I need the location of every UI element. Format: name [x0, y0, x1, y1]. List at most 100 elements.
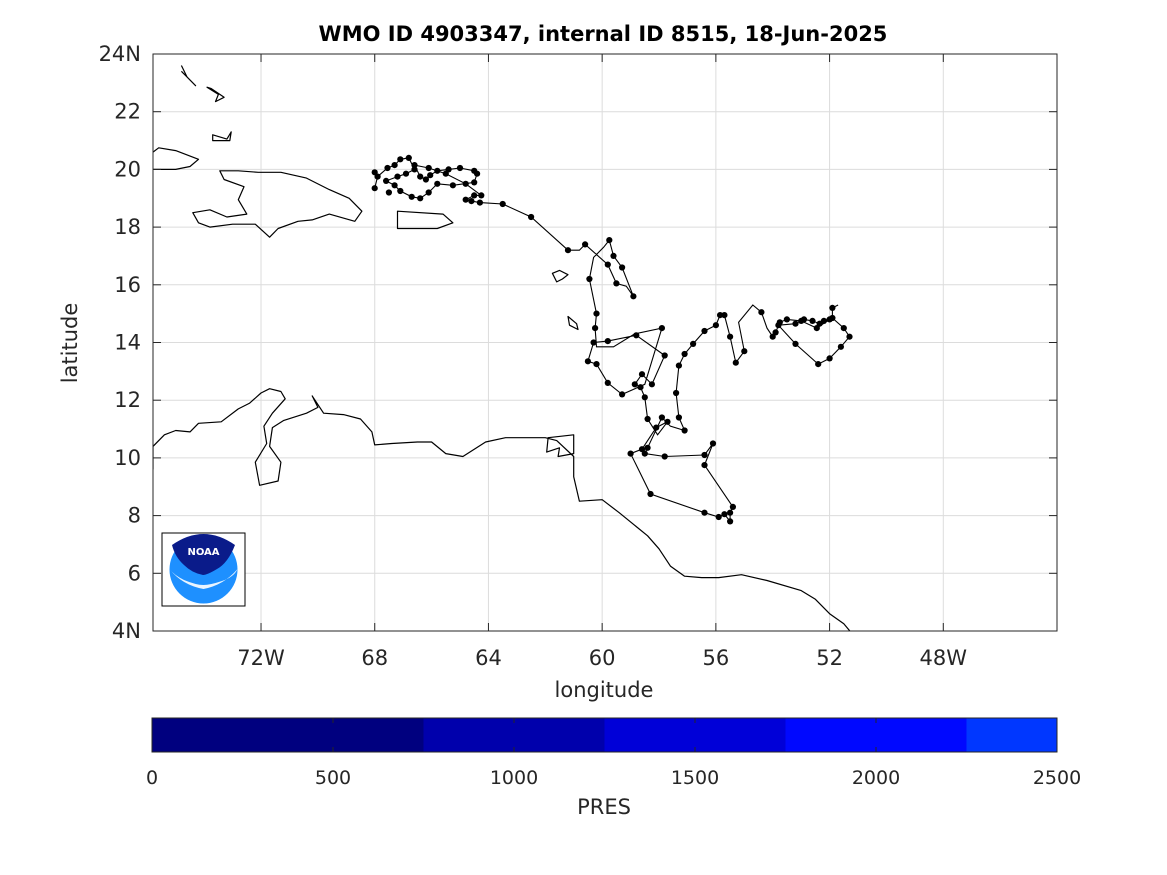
float-position-55 [637, 384, 644, 391]
float-position-58 [648, 381, 656, 388]
float-position-93 [434, 167, 441, 174]
float-position-5 [826, 355, 833, 362]
bahamas-island-b [206, 86, 225, 103]
x-axis-label: longitude [555, 678, 654, 702]
puerto-rico-coast [396, 210, 454, 230]
float-position-54 [641, 394, 648, 401]
float-position-34 [681, 427, 688, 434]
float-position-99 [449, 182, 456, 189]
float-position-77 [582, 241, 589, 248]
colorbar-bin-2 [604, 718, 786, 752]
float-position-31 [675, 362, 683, 369]
martinique-coast [567, 315, 579, 331]
cuba-coast [153, 147, 200, 170]
colorbar: 0 500 1000 1500 2000 2500 PRES [146, 717, 1081, 819]
float-position-115 [371, 185, 378, 192]
float-trajectory-line [374, 157, 851, 523]
float-position-117 [385, 189, 392, 196]
float-position-109 [411, 166, 418, 173]
x-axis-ticks: 72W 68 64 60 56 52 48W [237, 54, 967, 670]
float-position-48 [647, 490, 654, 498]
y-tick-label: 20 [114, 157, 141, 181]
float-position-94 [445, 166, 452, 173]
y-tick-label: 14 [114, 331, 141, 355]
float-position-6 [815, 361, 822, 368]
float-position-38 [661, 453, 668, 460]
noaa-logo: NOAA [161, 532, 246, 607]
float-position-57 [638, 371, 646, 378]
colorbar-tick-label: 500 [315, 767, 351, 789]
float-position-112 [391, 162, 398, 169]
bahamas-island-a [180, 65, 197, 87]
float-position-27 [712, 322, 720, 329]
float-position-105 [391, 182, 398, 189]
x-tick-label: 52 [816, 646, 843, 670]
colorbar-tick-label: 0 [146, 767, 158, 789]
float-position-75 [613, 280, 620, 287]
float-position-22 [741, 348, 748, 355]
float-position-82 [468, 198, 475, 205]
float-position-23 [732, 359, 739, 366]
y-axis-ticks: 4N 6 8 10 12 14 16 18 20 22 24N [99, 42, 1057, 643]
float-position-43 [727, 509, 734, 516]
colorbar-bin-4 [966, 718, 1057, 752]
x-tick-label: 72W [237, 646, 285, 670]
float-position-66 [619, 391, 626, 398]
logo-seagull-wave [169, 569, 238, 589]
logo-text: NOAA [187, 547, 219, 558]
float-position-113 [384, 164, 391, 172]
logo-upper-wave [172, 534, 235, 575]
float-position-30 [681, 350, 688, 358]
y-tick-label: 12 [114, 388, 141, 412]
y-tick-label: 22 [114, 100, 141, 124]
great-inagua-coast [212, 131, 232, 142]
float-position-70 [586, 275, 593, 283]
colorbar-frame [151, 717, 1058, 753]
float-position-29 [690, 340, 697, 347]
y-tick-label: 6 [128, 561, 141, 585]
float-position-101 [425, 189, 432, 196]
colorbar-tick-label: 1000 [490, 767, 538, 789]
float-position-2 [840, 325, 847, 332]
float-position-33 [675, 414, 683, 421]
float-position-81 [476, 199, 483, 206]
colorbar-tick-label: 2500 [1033, 767, 1081, 789]
colorbar-bin-3 [785, 718, 967, 752]
float-position-49 [627, 450, 634, 457]
float-position-69 [593, 310, 600, 317]
float-position-85 [478, 192, 485, 199]
float-position-76 [604, 261, 611, 268]
float-position-89 [411, 162, 418, 169]
float-position-78 [564, 247, 572, 254]
float-position-95 [456, 164, 464, 172]
colorbar-label: PRES [577, 795, 631, 819]
float-position-116 [371, 169, 378, 176]
float-position-84 [471, 192, 478, 199]
float-position-63 [584, 358, 592, 365]
colorbar-tick-label: 2000 [852, 767, 900, 789]
float-position-4 [837, 343, 845, 350]
trinidad-coast [546, 434, 575, 458]
float-position-60 [633, 332, 640, 339]
float-position-68 [592, 325, 599, 332]
float-position-9 [792, 320, 799, 327]
south-america-coast [153, 388, 851, 631]
float-position-37 [641, 450, 648, 457]
y-axis-label: latitude [58, 303, 82, 384]
x-tick-label: 68 [361, 646, 388, 670]
float-position-15 [813, 325, 820, 332]
colorbar-ticks: 0 500 1000 1500 2000 2500 [146, 718, 1081, 789]
float-position-71 [606, 237, 613, 244]
coastlines [153, 65, 851, 631]
float-position-62 [590, 339, 597, 346]
x-tick-label: 48W [920, 646, 968, 670]
float-position-98 [471, 179, 478, 186]
float-position-110 [405, 154, 412, 161]
float-position-88 [425, 164, 432, 172]
float-position-56 [631, 381, 638, 388]
map-content [153, 65, 853, 631]
x-tick-label: 56 [703, 646, 730, 670]
float-position-74 [630, 293, 637, 300]
